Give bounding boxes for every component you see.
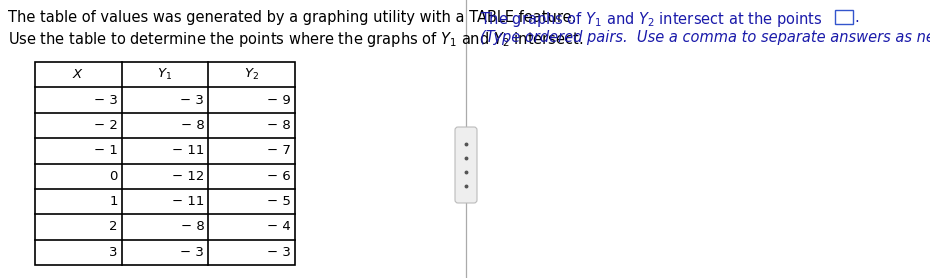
FancyBboxPatch shape (455, 127, 477, 203)
Text: (Type ordered pairs.  Use a comma to separate answers as needed.): (Type ordered pairs. Use a comma to sepa… (480, 30, 930, 45)
Text: − 3: − 3 (180, 246, 205, 259)
Text: $Y_2$: $Y_2$ (245, 67, 259, 82)
Text: − 11: − 11 (172, 195, 205, 208)
Text: − 9: − 9 (267, 94, 291, 106)
Text: − 4: − 4 (267, 220, 291, 234)
Text: .: . (854, 10, 858, 25)
Text: $X$: $X$ (73, 68, 85, 81)
Text: 2: 2 (109, 220, 118, 234)
Text: − 6: − 6 (267, 170, 291, 183)
Text: − 3: − 3 (267, 246, 291, 259)
Text: − 7: − 7 (267, 144, 291, 157)
Bar (35, 62, 295, 265)
Text: − 3: − 3 (180, 94, 205, 106)
Text: The table of values was generated by a graphing utility with a TABLE feature.: The table of values was generated by a g… (8, 10, 577, 25)
Text: Use the table to determine the points where the graphs of $Y_1$ and $Y_2$ inters: Use the table to determine the points wh… (8, 30, 583, 49)
Text: − 3: − 3 (94, 94, 118, 106)
Text: − 1: − 1 (94, 144, 118, 157)
Text: The graphs of $Y_1$ and $Y_2$ intersect at the points: The graphs of $Y_1$ and $Y_2$ intersect … (480, 10, 822, 29)
FancyBboxPatch shape (835, 10, 853, 24)
Text: 3: 3 (109, 246, 118, 259)
Text: − 5: − 5 (267, 195, 291, 208)
Text: $Y_1$: $Y_1$ (157, 67, 173, 82)
Text: − 8: − 8 (180, 220, 205, 234)
Text: − 2: − 2 (94, 119, 118, 132)
Text: − 8: − 8 (180, 119, 205, 132)
Text: 0: 0 (110, 170, 118, 183)
Text: 1: 1 (109, 195, 118, 208)
Text: − 12: − 12 (172, 170, 205, 183)
Text: − 8: − 8 (267, 119, 291, 132)
Text: − 11: − 11 (172, 144, 205, 157)
